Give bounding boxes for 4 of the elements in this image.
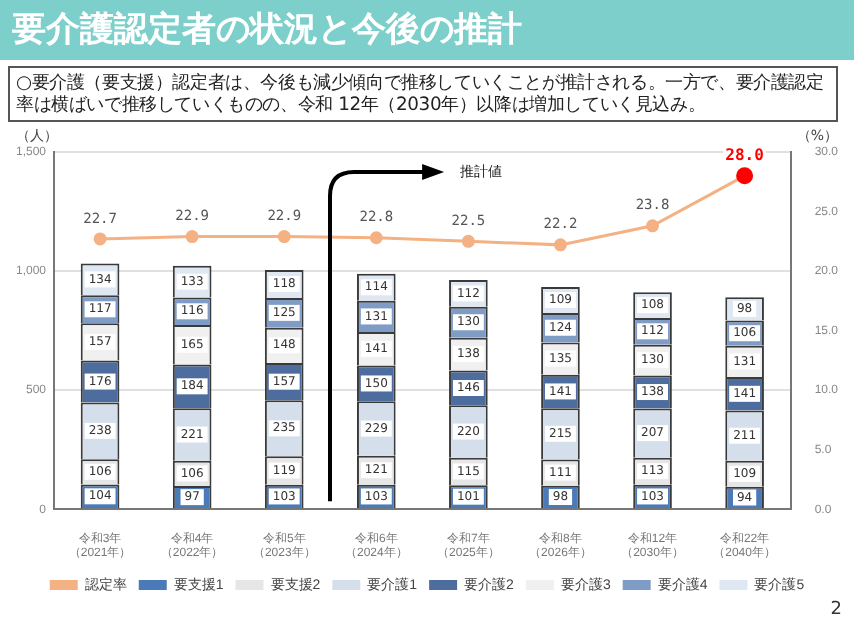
text: 2 [830, 600, 842, 620]
chart-title: 要介護認定者の状況と今後の推計 [0, 0, 854, 60]
chart-subtitle: ○要介護（要支援）認定者は、今後も減少傾向で推移していくことが推計される。一方で、要介護認定率は横ばいで推移していくものの、令和 12年（2030年）以降は増加していく見込み。 [8, 66, 838, 122]
data-label: 28.0 [725, 145, 765, 164]
